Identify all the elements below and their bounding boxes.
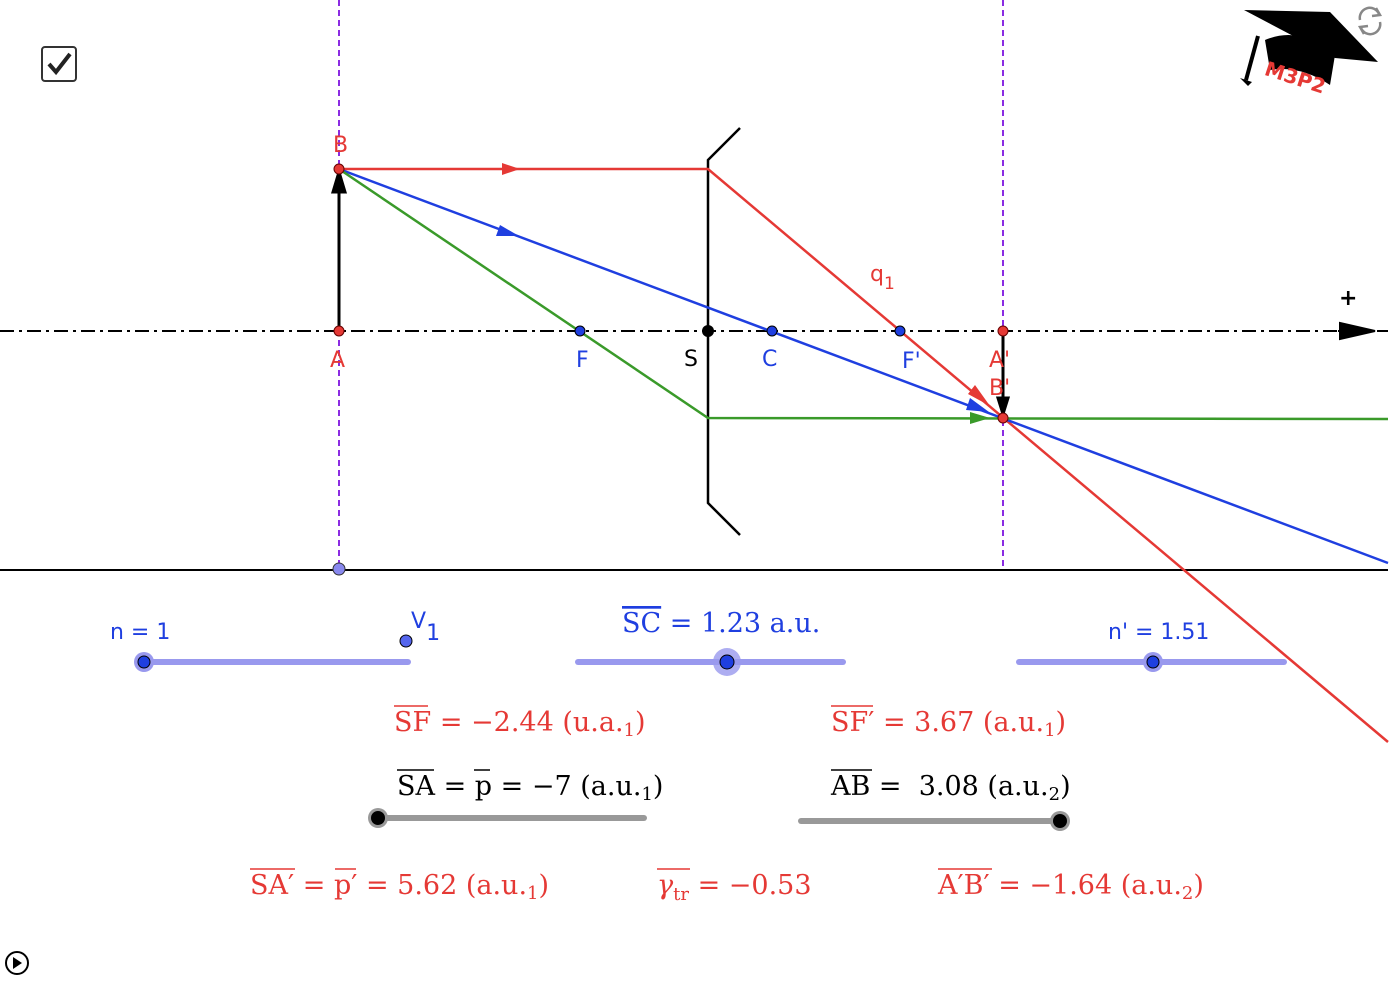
slider-ab-label: AB = 3.08 (a.u.2) xyxy=(830,771,1071,805)
ray-red xyxy=(339,167,1389,743)
ray-blue-arrow-icon xyxy=(496,225,519,236)
graduation-cap-logo: M3P2 xyxy=(1240,10,1378,99)
point-B[interactable] xyxy=(333,163,345,175)
label-B-prime: B' xyxy=(989,376,1010,401)
label-B: B xyxy=(333,133,348,158)
ray-green xyxy=(338,167,1389,421)
result-gamma: γtr = −0.53 xyxy=(657,870,812,905)
ray-blue-arrow2-icon xyxy=(966,398,989,412)
slider-n-prime-label: n' = 1.51 xyxy=(1108,620,1209,645)
label-A: A xyxy=(330,348,345,373)
point-B-prime xyxy=(997,412,1009,424)
point-C xyxy=(766,325,778,337)
axis-plus-label: + xyxy=(1339,286,1357,311)
result-sf: SF = −2.44 (u.a.1) xyxy=(394,707,646,741)
label-S: S xyxy=(684,347,698,372)
result-ab-prime: A′B′ = −1.64 (a.u.2) xyxy=(937,870,1204,904)
label-C: C xyxy=(762,347,777,372)
result-sf-prime: SF′ = 3.67 (a.u.1) xyxy=(831,707,1066,741)
point-F xyxy=(574,325,586,337)
show-rays-checkbox[interactable] xyxy=(41,46,77,82)
slider-n-label: n = 1 xyxy=(110,620,170,645)
label-V1: V1 xyxy=(411,609,440,646)
ray-red-arrow2-icon xyxy=(968,385,990,406)
point-base[interactable] xyxy=(332,562,346,576)
point-A-prime xyxy=(997,325,1009,337)
point-S xyxy=(702,325,714,337)
label-F-prime: F' xyxy=(902,349,921,374)
ray-red-arrow-icon xyxy=(502,163,520,175)
refresh-icon[interactable] xyxy=(1357,6,1383,36)
ray-green-arrow-icon xyxy=(970,412,990,424)
object-arrow-AB xyxy=(330,166,348,331)
slider-ab-handle[interactable] xyxy=(1053,814,1067,828)
slider-n-prime-handle[interactable] xyxy=(1146,655,1160,669)
label-q1: q1 xyxy=(870,262,895,294)
point-A[interactable] xyxy=(333,325,345,337)
image-arrow-A'B' xyxy=(995,331,1011,420)
ray-blue xyxy=(338,167,1389,565)
slider-n-knob[interactable] xyxy=(137,655,151,669)
slider-sc-handle[interactable] xyxy=(719,654,735,670)
label-F: F xyxy=(576,348,589,373)
point-V1[interactable] xyxy=(399,634,413,648)
checkmark-icon xyxy=(47,52,72,76)
slider-sa-label: SA = p = −7 (a.u.1) xyxy=(397,771,663,805)
slider-sc-label: SC = 1.23 a.u. xyxy=(622,608,820,639)
label-A-prime: A' xyxy=(989,348,1010,373)
slider-sa-handle[interactable] xyxy=(371,811,385,825)
axis-arrow-icon xyxy=(1338,321,1376,341)
point-F-prime xyxy=(894,325,906,337)
result-sa-prime: SA′ = p′ = 5.62 (a.u.1) xyxy=(250,870,549,904)
play-icon[interactable] xyxy=(5,951,29,975)
